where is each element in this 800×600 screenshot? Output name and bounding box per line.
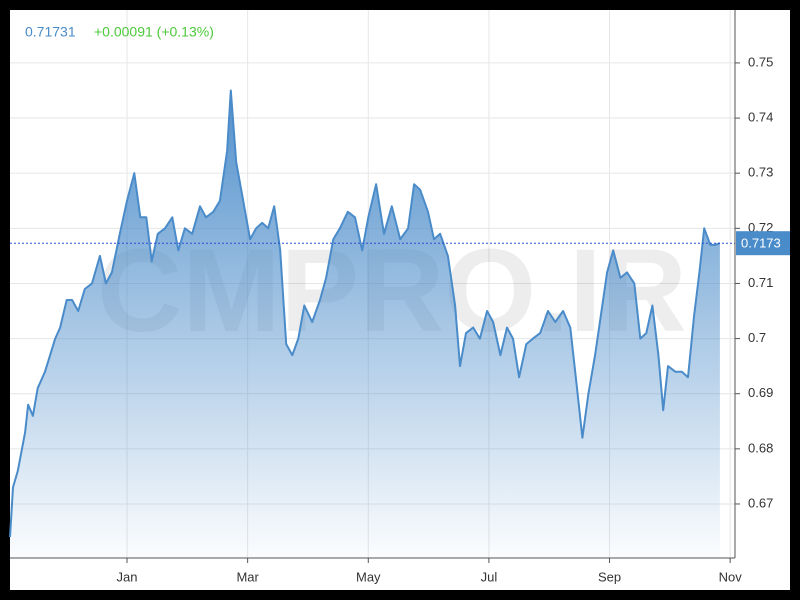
y-tick-label: 0.67: [748, 495, 773, 510]
current-price-label: 0.7173: [741, 236, 781, 251]
y-tick-label: 0.7: [748, 330, 766, 345]
price: 0.71731: [25, 24, 76, 40]
x-tick-label: Sep: [598, 569, 621, 584]
y-tick-label: 0.73: [748, 165, 773, 180]
axes: 0.67 0.68 0.69 0.7 0.71 0.72 0.73 0.74 0.75 Jan Ma…: [117, 54, 790, 584]
plot: [9, 89, 735, 558]
y-tick-label: 0.69: [748, 385, 773, 400]
y-tick-label: 0.68: [748, 440, 773, 455]
y-tick-label: 0.75: [748, 54, 773, 69]
y-tick-label: 0.72: [748, 220, 773, 235]
x-tick-label: Nov: [719, 569, 743, 584]
y-tick-label: 0.71: [748, 275, 773, 290]
y-tick-label: 0.74: [748, 109, 773, 124]
x-tick-label: Jan: [117, 569, 138, 584]
change: +0.00091 (+0.13%): [94, 24, 214, 40]
current-price-box: [736, 231, 790, 256]
x-tick-label: May: [356, 569, 381, 584]
x-tick-label: Jul: [481, 569, 498, 584]
price-line: [9, 89, 721, 538]
area-fill: [10, 90, 720, 558]
x-tick-label: Mar: [236, 569, 259, 584]
